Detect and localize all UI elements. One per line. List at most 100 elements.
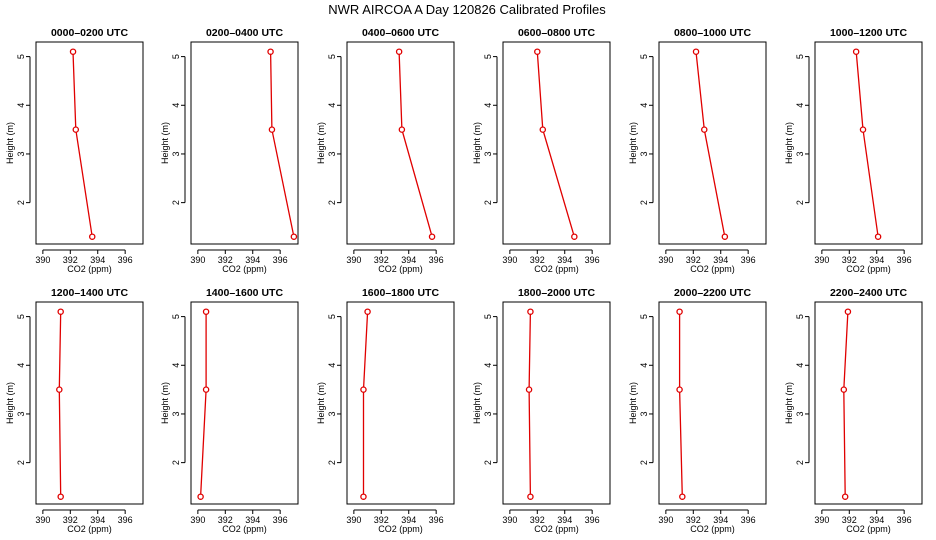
y-tick-label: 2 bbox=[171, 460, 181, 465]
y-tick-label: 4 bbox=[795, 363, 805, 368]
y-axis-label: Height (m) bbox=[5, 122, 15, 164]
y-tick-label: 5 bbox=[171, 54, 181, 59]
y-tick-label: 5 bbox=[639, 314, 649, 319]
profile-point bbox=[676, 386, 683, 393]
profile-point bbox=[395, 48, 403, 55]
panel-title: 0000–0200 UTC bbox=[51, 27, 128, 39]
x-tick-label: 396 bbox=[897, 255, 912, 265]
x-axis-label: CO2 (ppm) bbox=[67, 264, 112, 274]
x-tick-label: 396 bbox=[897, 515, 912, 525]
y-axis-label: Height (m) bbox=[628, 122, 638, 164]
y-tick-label: 3 bbox=[795, 411, 805, 416]
profile-point bbox=[88, 233, 96, 240]
x-tick-label: 396 bbox=[741, 255, 756, 265]
x-axis-label: CO2 (ppm) bbox=[222, 524, 267, 534]
x-tick-label: 396 bbox=[118, 515, 133, 525]
y-axis-label: Height (m) bbox=[160, 382, 170, 424]
y-tick-label: 5 bbox=[16, 314, 26, 319]
profile-panel: 1400–1600 UTC 390 392 394 396 CO2 (ppm) 2 3 4 5 He… bbox=[160, 287, 299, 534]
x-axis-label: CO2 (ppm) bbox=[378, 524, 423, 534]
y-tick-label: 4 bbox=[795, 103, 805, 108]
profile-panel: 1200–1400 UTC 390 392 394 396 CO2 (ppm) 2 3 4 5 He… bbox=[5, 287, 144, 534]
x-tick-label: 390 bbox=[658, 255, 673, 265]
profile-panel: 0800–1000 UTC 390 392 394 396 CO2 (ppm) 2 3 4 5 He… bbox=[628, 27, 767, 274]
x-tick-label: 390 bbox=[502, 515, 517, 525]
x-tick-label: 392 bbox=[63, 515, 78, 525]
y-tick-label: 5 bbox=[795, 54, 805, 59]
profile-point bbox=[679, 493, 686, 500]
x-tick-label: 390 bbox=[346, 515, 361, 525]
y-tick-label: 2 bbox=[795, 460, 805, 465]
x-tick-label: 396 bbox=[741, 515, 756, 525]
profile-point bbox=[428, 233, 436, 240]
x-tick-label: 392 bbox=[842, 515, 857, 525]
profile-point bbox=[72, 126, 80, 133]
profile-panel: 2000–2200 UTC 390 392 394 396 CO2 (ppm) 2 3 4 5 He… bbox=[628, 287, 767, 534]
x-tick-label: 394 bbox=[245, 255, 260, 265]
profile-panel: 0600–0800 UTC 390 392 394 396 CO2 (ppm) 2 3 4 5 He… bbox=[472, 27, 611, 274]
x-axis-label: CO2 (ppm) bbox=[534, 524, 579, 534]
panel-title: 1200–1400 UTC bbox=[51, 287, 128, 299]
y-tick-label: 2 bbox=[327, 460, 337, 465]
x-tick-label: 392 bbox=[374, 515, 389, 525]
x-tick-label: 390 bbox=[35, 515, 50, 525]
x-tick-label: 396 bbox=[273, 255, 288, 265]
x-tick-label: 392 bbox=[218, 255, 233, 265]
profile-point bbox=[859, 126, 867, 133]
panel-title: 1400–1600 UTC bbox=[206, 287, 283, 299]
y-axis-label: Height (m) bbox=[472, 122, 482, 164]
x-tick-label: 392 bbox=[218, 515, 233, 525]
profile-point bbox=[701, 126, 708, 133]
profile-point bbox=[69, 48, 77, 55]
profile-panel: 1600–1800 UTC 390 392 394 396 CO2 (ppm) 2 3 4 5 He… bbox=[316, 287, 455, 534]
y-tick-label: 3 bbox=[639, 411, 649, 416]
y-tick-label: 4 bbox=[16, 363, 26, 368]
profile-panel: 1000–1200 UTC 390 392 394 396 CO2 (ppm) 2 3 4 5 He… bbox=[784, 27, 923, 274]
y-tick-label: 3 bbox=[327, 411, 337, 416]
x-tick-label: 390 bbox=[658, 515, 673, 525]
y-tick-label: 4 bbox=[171, 103, 181, 108]
y-tick-label: 4 bbox=[483, 103, 493, 108]
plot-frame bbox=[35, 301, 144, 505]
panel-title: 0200–0400 UTC bbox=[206, 27, 283, 39]
y-axis-label: Height (m) bbox=[472, 382, 482, 424]
x-tick-label: 394 bbox=[713, 515, 728, 525]
profile-point bbox=[840, 386, 848, 393]
x-axis-label: CO2 (ppm) bbox=[222, 264, 267, 274]
profile-point bbox=[360, 493, 367, 500]
y-tick-label: 5 bbox=[795, 314, 805, 319]
y-tick-label: 5 bbox=[171, 314, 181, 319]
y-tick-label: 3 bbox=[483, 411, 493, 416]
x-tick-label: 394 bbox=[713, 255, 728, 265]
x-tick-label: 394 bbox=[557, 255, 572, 265]
profile-point bbox=[268, 126, 276, 133]
x-tick-label: 394 bbox=[401, 255, 416, 265]
x-tick-label: 396 bbox=[118, 255, 133, 265]
profile-point bbox=[267, 48, 274, 55]
x-tick-label: 390 bbox=[190, 515, 205, 525]
profile-point bbox=[56, 386, 63, 393]
x-tick-label: 394 bbox=[869, 255, 884, 265]
x-tick-label: 392 bbox=[530, 515, 545, 525]
profile-point bbox=[202, 386, 210, 393]
profile-point bbox=[692, 48, 700, 55]
y-tick-label: 4 bbox=[483, 363, 493, 368]
x-tick-label: 392 bbox=[63, 255, 78, 265]
x-axis-label: CO2 (ppm) bbox=[846, 524, 891, 534]
y-tick-label: 2 bbox=[327, 200, 337, 205]
plot-frame bbox=[346, 41, 455, 245]
profile-point bbox=[841, 493, 849, 500]
y-tick-label: 5 bbox=[639, 54, 649, 59]
y-tick-label: 5 bbox=[327, 54, 337, 59]
x-tick-label: 392 bbox=[374, 255, 389, 265]
y-tick-label: 2 bbox=[171, 200, 181, 205]
y-tick-label: 3 bbox=[16, 151, 26, 156]
x-tick-label: 390 bbox=[502, 255, 517, 265]
y-tick-label: 2 bbox=[16, 460, 26, 465]
y-tick-label: 5 bbox=[483, 314, 493, 319]
x-tick-label: 394 bbox=[90, 515, 105, 525]
y-tick-label: 2 bbox=[795, 200, 805, 205]
x-tick-label: 390 bbox=[190, 255, 205, 265]
y-tick-label: 5 bbox=[483, 54, 493, 59]
